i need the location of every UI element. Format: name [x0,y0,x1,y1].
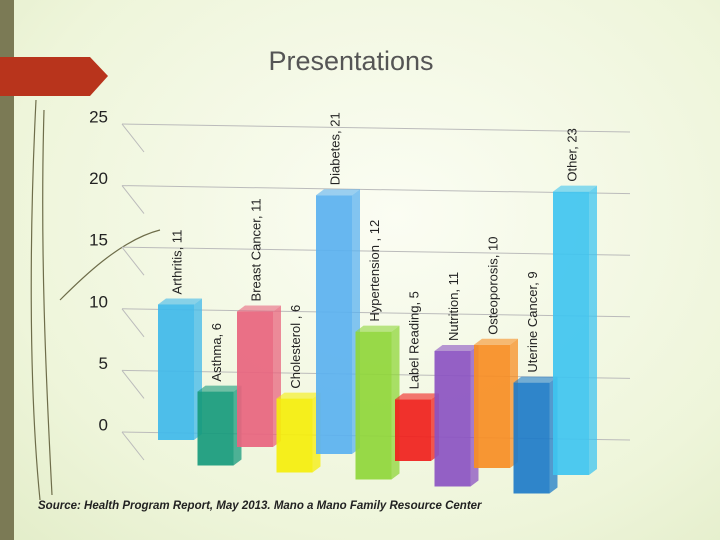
y-tick-label: 5 [99,354,108,373]
value-label: Nutrition, 11 [446,272,461,341]
grid-line-side [121,308,145,338]
grid-line [121,246,631,256]
value-label: Osteoporosis, 10 [485,237,500,335]
bar [197,391,234,466]
grid-line [121,123,631,133]
bar [434,350,471,487]
value-label: Asthma, 6 [209,323,224,382]
value-label: Uterine Cancer, 9 [525,271,540,372]
grid-line-side [121,370,145,399]
bar-top [316,189,360,196]
grid-line-side [121,123,145,153]
bar [553,191,589,475]
bar [513,382,550,494]
value-label: Arthritis, 11 [169,230,184,295]
bar-top [237,305,281,312]
value-label: Hypertension , 12 [367,220,382,322]
bar [395,399,431,461]
value-label: Cholesterol , 6 [288,305,303,389]
bar [355,331,392,480]
grid-line-side [121,185,145,214]
bar [158,304,194,440]
bar-top [197,385,242,392]
y-tick-label: 25 [89,107,108,126]
y-tick-label: 0 [99,415,108,434]
y-tick-label: 10 [89,292,108,311]
grid-line-side [121,246,145,276]
side-bar [0,0,14,540]
grid-line [121,185,631,195]
bar [237,311,273,447]
bar-top [434,344,479,351]
bar-top [355,325,400,332]
decoration [30,99,161,501]
grid-line [121,308,631,318]
title-arrow [0,57,108,96]
y-tick-label: 20 [89,169,108,188]
bar [474,344,510,468]
grid-line-side [121,431,145,461]
value-label: Other, 23 [564,128,579,181]
bar-top [553,185,597,192]
source-note: Source: Health Program Report, May 2013.… [38,500,482,512]
bar-top [474,338,518,345]
bar [316,195,352,454]
bar-side [589,185,597,475]
bar-top [276,392,321,399]
value-label: Breast Cancer, 11 [248,198,263,301]
value-label: Label Reading, 5 [406,291,421,389]
bar-top [513,376,558,383]
y-tick-label: 15 [89,231,108,250]
bar [276,398,313,473]
plot: 0 5 10 15 20 25 Arthritis, 11 Asthma, 6 Breast C… [89,107,631,494]
slide-title: Presentations [268,46,433,76]
bar-top [395,393,439,400]
bar-top [158,298,202,305]
value-label: Diabetes, 21 [327,112,342,185]
